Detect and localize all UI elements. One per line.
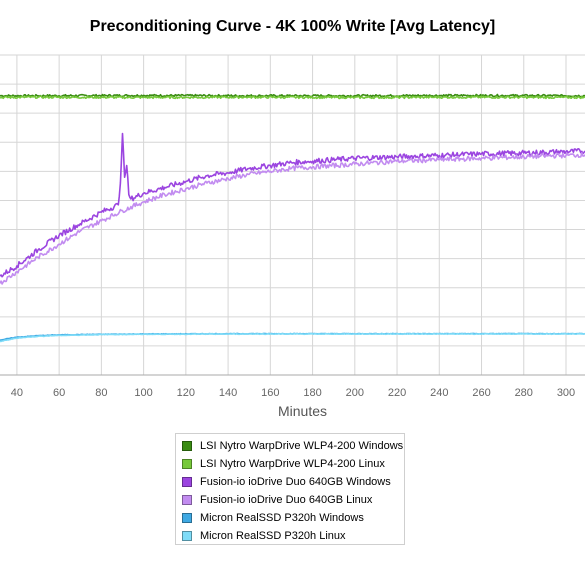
legend-label: LSI Nytro WarpDrive WLP4-200 Linux (200, 458, 385, 470)
x-axis-label: Minutes (277, 403, 328, 419)
legend-swatch (182, 459, 192, 469)
x-tick-label: 260 (472, 387, 490, 399)
x-tick-label: 300 (557, 387, 575, 399)
series-line-3 (0, 152, 585, 285)
legend-label: LSI Nytro WarpDrive WLP4-200 Windows (200, 440, 404, 452)
x-tick-label: 200 (346, 387, 364, 399)
x-tick-label: 40 (11, 387, 23, 399)
x-tick-label: 240 (430, 387, 448, 399)
x-tick-label: 280 (515, 387, 533, 399)
x-tick-labels: 40 60 80 100 120 140 160 180 200 220 240 260 280 300 (11, 387, 575, 399)
series-line-5 (0, 332, 585, 343)
gridlines (0, 54, 585, 376)
legend-swatch (182, 531, 192, 541)
x-tick-label: 60 (53, 387, 65, 399)
legend: LSI Nytro WarpDrive WLP4-200 Windows LSI … (175, 433, 405, 545)
legend-item: LSI Nytro WarpDrive WLP4-200 Windows (182, 437, 404, 455)
legend-item: Fusion-io ioDrive Duo 640GB Windows (182, 473, 404, 491)
line-chart: 40 60 80 100 120 140 160 180 200 220 240 260 280 300 (0, 54, 585, 399)
x-tick-label: 80 (95, 387, 107, 399)
legend-swatch (182, 513, 192, 523)
x-tick-label: 180 (303, 387, 321, 399)
x-tick-label: 140 (219, 387, 237, 399)
x-tick-label: 220 (388, 387, 406, 399)
legend-swatch (182, 477, 192, 487)
series-line-2 (0, 132, 585, 278)
legend-swatch (182, 495, 192, 505)
legend-label: Micron RealSSD P320h Linux (200, 530, 346, 542)
legend-item: Micron RealSSD P320h Linux (182, 527, 404, 545)
x-tick-label: 120 (177, 387, 195, 399)
legend-item: Micron RealSSD P320h Windows (182, 509, 404, 527)
chart-title: Preconditioning Curve - 4K 100% Write [A… (89, 18, 496, 35)
x-tick-label: 100 (134, 387, 152, 399)
legend-swatch (182, 441, 192, 451)
legend-label: Micron RealSSD P320h Windows (200, 512, 364, 524)
legend-label: Fusion-io ioDrive Duo 640GB Windows (200, 476, 391, 488)
series-layer (0, 93, 585, 343)
legend-label: Fusion-io ioDrive Duo 640GB Linux (200, 494, 373, 506)
x-tick-label: 160 (261, 387, 279, 399)
series-line-1 (0, 95, 585, 100)
legend-item: Fusion-io ioDrive Duo 640GB Linux (182, 491, 404, 509)
legend-item: LSI Nytro WarpDrive WLP4-200 Linux (182, 455, 404, 473)
